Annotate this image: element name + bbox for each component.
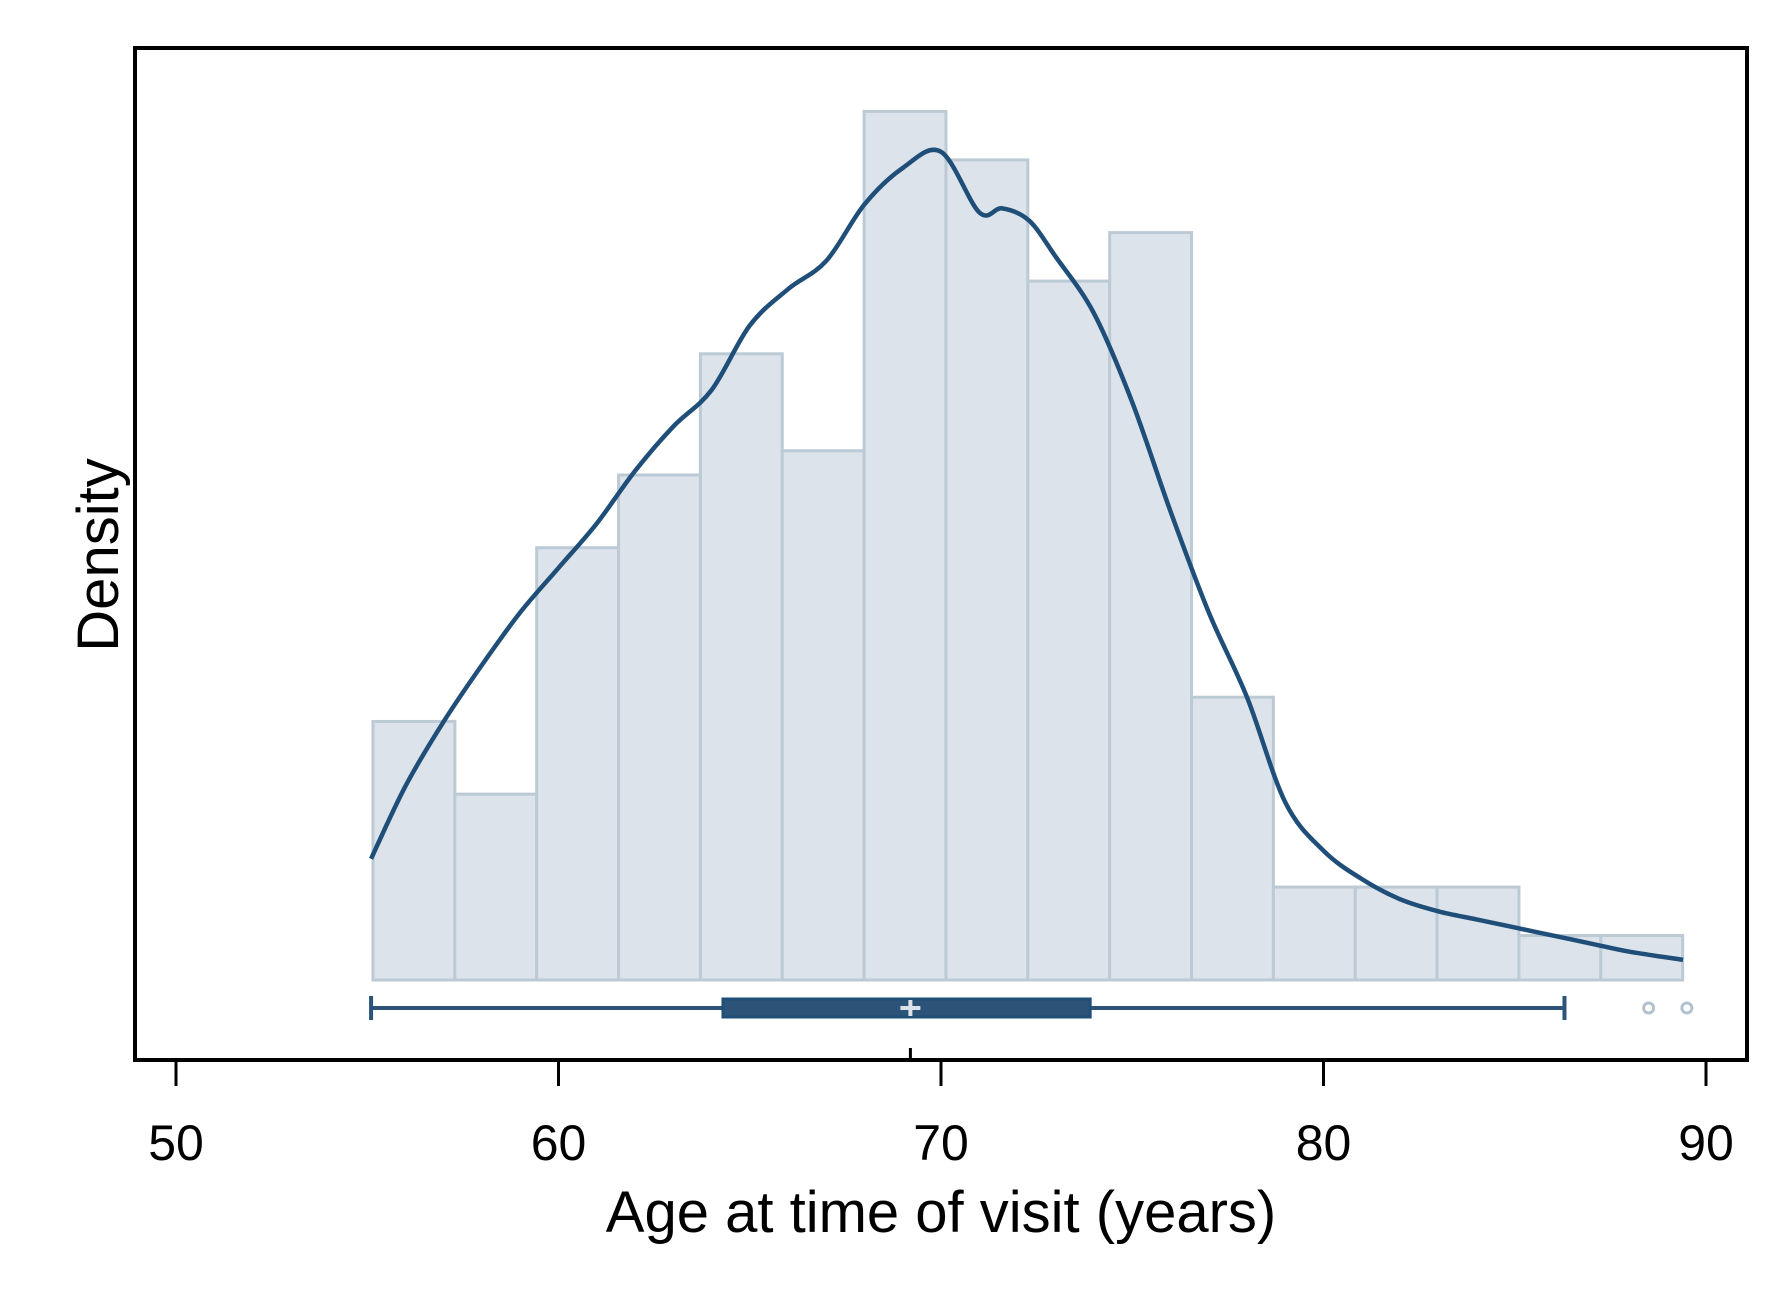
x-axis: 50 60 70 80 90 xyxy=(148,1060,1734,1171)
histogram-bar xyxy=(1435,885,1521,982)
horizontal-boxplot xyxy=(369,996,1694,1060)
histogram-bar xyxy=(1108,231,1194,982)
histogram-bar xyxy=(617,473,702,982)
histogram-bar xyxy=(1271,885,1357,982)
histogram-bar xyxy=(780,449,866,982)
histogram-bar xyxy=(453,792,539,982)
histogram-bar xyxy=(1353,885,1439,982)
boxplot-outlier xyxy=(1680,1001,1694,1015)
x-tick-label: 60 xyxy=(531,1115,587,1171)
x-axis-title: Age at time of visit (years) xyxy=(606,1180,1276,1245)
histogram-bar xyxy=(1190,695,1275,982)
x-tick-label: 80 xyxy=(1296,1115,1352,1171)
x-tick-label: 90 xyxy=(1678,1115,1734,1171)
density-curve xyxy=(369,147,1684,963)
histogram-bar xyxy=(1026,279,1112,982)
x-tick-label: 50 xyxy=(148,1115,204,1171)
histogram-bar xyxy=(535,546,621,982)
x-tick-label: 70 xyxy=(913,1115,969,1171)
histogram-bars xyxy=(371,109,1685,982)
boxplot-outlier xyxy=(1642,1001,1656,1015)
histogram-bar xyxy=(698,352,784,982)
y-axis-title: Density xyxy=(66,458,131,651)
histogram-bar xyxy=(862,109,948,982)
histogram-bar xyxy=(944,158,1030,982)
histogram-bar xyxy=(371,719,457,982)
